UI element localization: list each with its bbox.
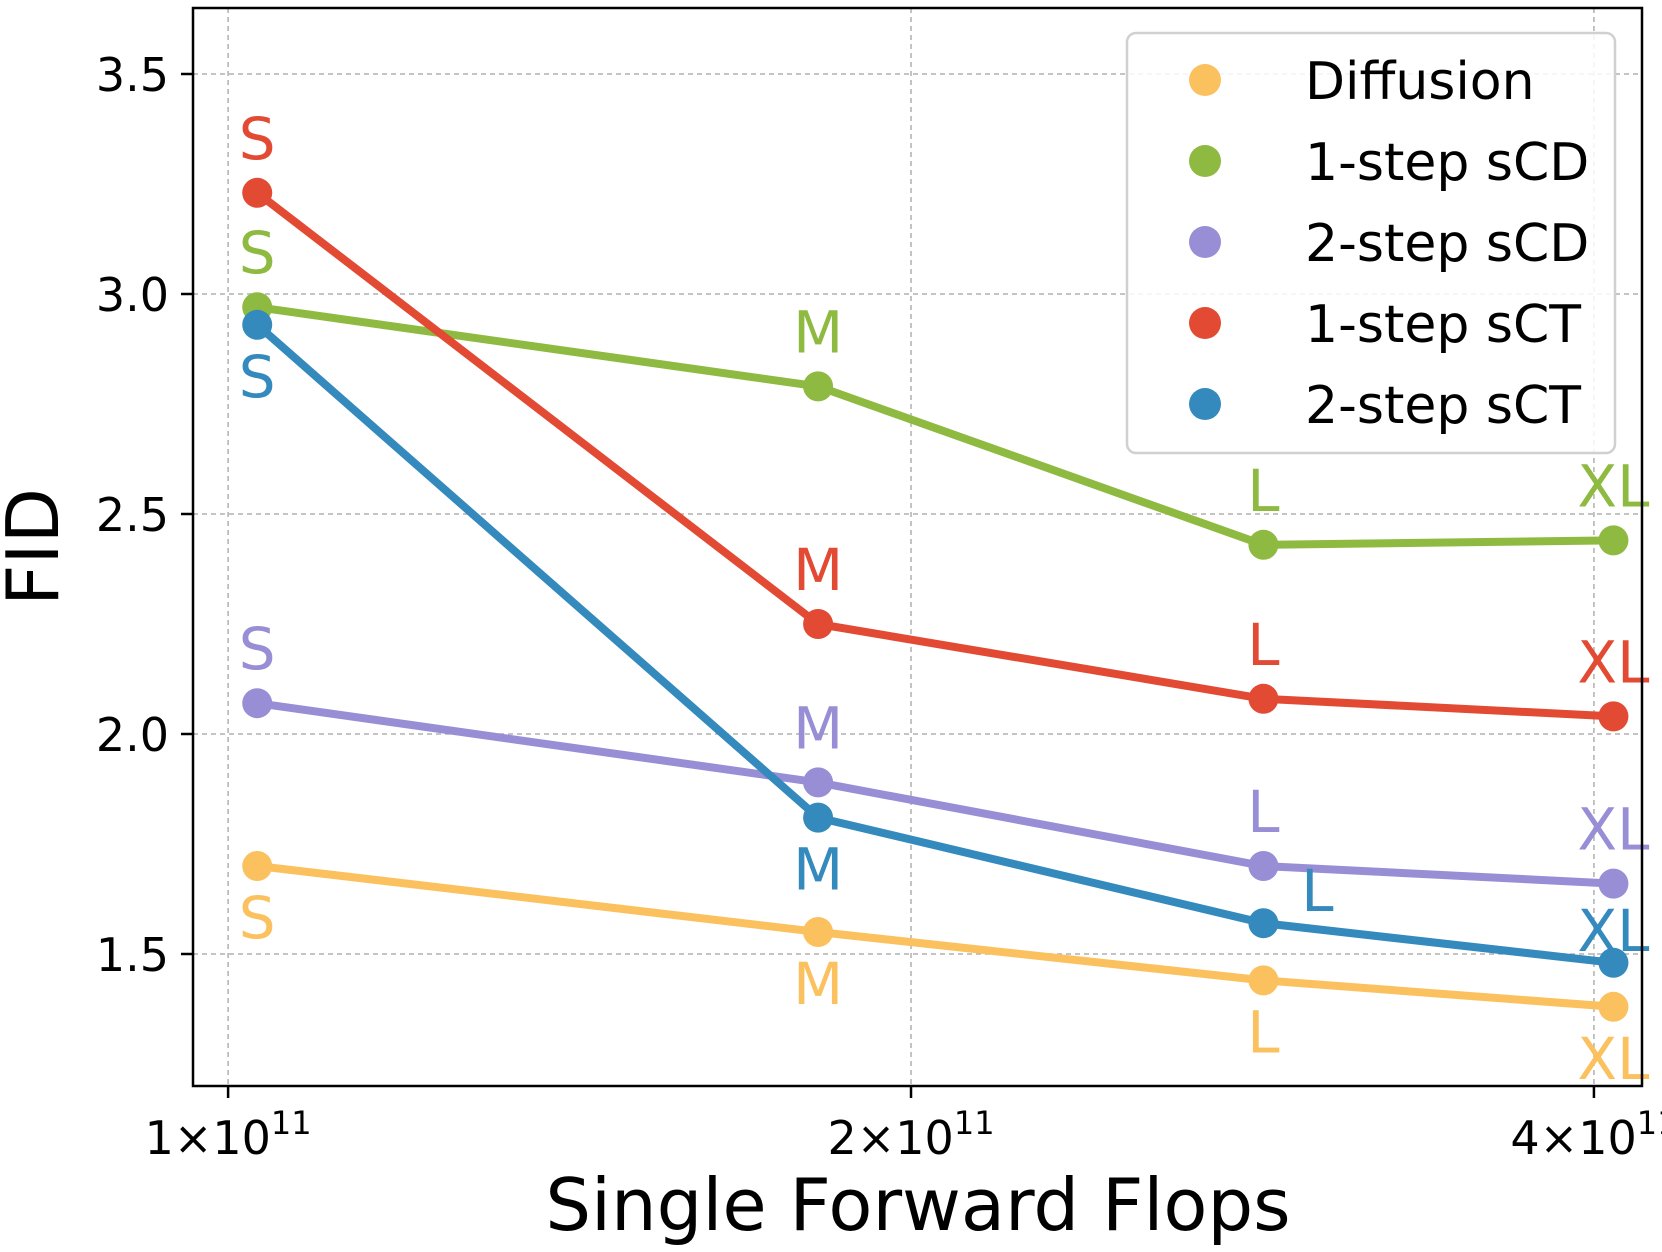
- series-lines: [242, 177, 1629, 1022]
- data-point: [803, 371, 834, 402]
- series-1-step-scd: [242, 292, 1629, 560]
- data-point: [242, 851, 273, 881]
- point-label: L: [1247, 611, 1279, 679]
- point-label: XL: [1577, 796, 1649, 864]
- series-line: [253, 303, 1618, 549]
- point-label: XL: [1577, 628, 1649, 696]
- point-label: M: [793, 694, 843, 762]
- series-2-step-scd: [242, 688, 1629, 899]
- point-label: S: [239, 615, 276, 683]
- series-diffusion: [242, 851, 1629, 1022]
- legend-label: 1-step sCT: [1305, 295, 1581, 355]
- legend: Diffusion 1-step sCD 2-step sCD 1-step sCT 2…: [1125, 31, 1617, 455]
- data-point: [1598, 991, 1629, 1022]
- legend-label: 2-step sCD: [1305, 214, 1589, 274]
- legend-marker: [1189, 226, 1221, 258]
- point-label: L: [1247, 457, 1279, 525]
- series-line: [253, 699, 1618, 888]
- point-label: S: [239, 105, 276, 173]
- legend-marker: [1189, 64, 1221, 96]
- data-point: [242, 309, 273, 340]
- legend-label: Diffusion: [1305, 52, 1535, 112]
- y-axis-ticks: 1.5 2.0 2.5 3.0 3.5: [96, 48, 193, 982]
- point-label: M: [793, 836, 843, 904]
- data-point: [803, 917, 834, 947]
- point-label: L: [1247, 778, 1279, 846]
- legend-marker: [1189, 388, 1221, 420]
- data-point: [1598, 947, 1629, 978]
- plot-frame: [191, 6, 1644, 1088]
- point-labels: S M L XL S M L XL S M L XL S M L XL S M L XL: [239, 105, 1650, 1093]
- legend-marker: [1189, 307, 1221, 339]
- data-point: [803, 802, 834, 833]
- point-label: S: [239, 884, 276, 952]
- point-label: L: [1247, 998, 1279, 1066]
- data-point: [1248, 683, 1279, 714]
- data-point: [1248, 965, 1279, 996]
- point-label: L: [1301, 857, 1333, 925]
- data-point: [242, 177, 273, 208]
- point-label: XL: [1577, 452, 1649, 520]
- data-point: [1598, 525, 1629, 556]
- data-point: [803, 767, 834, 798]
- legend-box: [1125, 31, 1617, 455]
- x-axis-ticks: 1×1011 2×1011 4×1011: [145, 1086, 1662, 1165]
- point-label: M: [793, 536, 843, 604]
- x-tick-label: 4×1011: [1510, 1104, 1662, 1165]
- series-2-step-sct: [242, 309, 1629, 978]
- x-tick-label: 2×1011: [827, 1104, 994, 1165]
- point-label: M: [793, 298, 843, 366]
- series-line: [253, 188, 1618, 721]
- y-tick-label: 2.0: [96, 708, 169, 762]
- x-tick-label: 1×1011: [145, 1104, 312, 1165]
- y-axis-label: FID: [0, 488, 75, 606]
- y-tick-label: 3.5: [96, 48, 169, 102]
- data-point: [1598, 701, 1629, 732]
- series-line: [253, 862, 1618, 1011]
- data-point: [1248, 908, 1279, 939]
- point-label: S: [239, 219, 276, 287]
- point-label: M: [793, 950, 843, 1018]
- legend-marker: [1189, 145, 1221, 177]
- data-point: [803, 609, 834, 639]
- y-tick-label: 3.0: [96, 268, 169, 322]
- data-point: [1248, 851, 1279, 881]
- point-label: XL: [1577, 1025, 1649, 1093]
- y-tick-label: 2.5: [96, 488, 169, 542]
- legend-label: 1-step sCD: [1305, 133, 1589, 193]
- data-point: [1248, 529, 1279, 560]
- point-label: XL: [1577, 897, 1649, 965]
- series-line: [253, 320, 1618, 967]
- y-tick-label: 1.5: [96, 928, 169, 982]
- data-point: [1598, 868, 1629, 899]
- point-label: S: [239, 343, 276, 411]
- series-1-step-sct: [242, 177, 1629, 732]
- data-point: [242, 688, 273, 719]
- x-axis-label: Single Forward Flops: [545, 1163, 1290, 1247]
- legend-label: 2-step sCT: [1305, 376, 1581, 436]
